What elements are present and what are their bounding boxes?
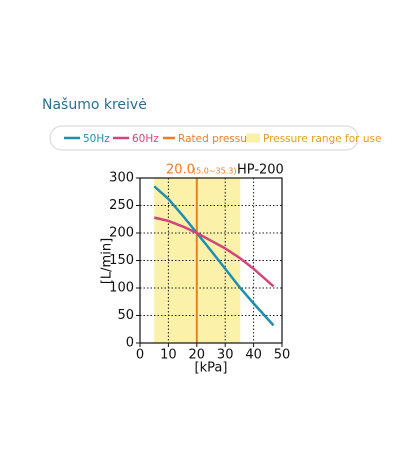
x-tick-label: 30 [217, 348, 234, 363]
x-tick-label: 40 [245, 348, 262, 363]
series-line [153, 216, 275, 288]
legend-swatch [64, 136, 80, 140]
y-tick-label: 300 [109, 171, 134, 186]
y-axis-label: [L/min] [100, 238, 115, 284]
x-axis-label: [kPa] [195, 361, 228, 376]
x-tick-label: 20 [189, 348, 206, 363]
y-tick-label: 250 [109, 198, 134, 213]
legend-swatch [246, 133, 260, 143]
legend-swatch [163, 136, 175, 140]
legend-label: 50Hz [83, 133, 110, 145]
pressure-range-label: (5.0~35.3) [193, 167, 236, 176]
y-tick-label: 50 [117, 308, 134, 323]
y-tick-label: 150 [109, 253, 134, 268]
x-tick-label: 10 [160, 348, 177, 363]
chart-title: Našumo kreivė [42, 97, 147, 113]
y-tick-label: 200 [109, 226, 134, 241]
legend-box [49, 125, 359, 151]
legend-label: Rated pressure [178, 133, 257, 145]
legend-swatch [113, 136, 129, 140]
x-tick-label: 0 [136, 348, 144, 363]
legend-label: 60Hz [132, 133, 159, 145]
rated-pressure-label: 20.0 [166, 163, 195, 178]
y-tick-label: 0 [126, 336, 134, 351]
x-tick-label: 50 [274, 348, 291, 363]
legend-label: Pressure range for use [263, 133, 381, 145]
y-tick-label: 100 [109, 281, 134, 296]
series-line [153, 185, 275, 327]
model-label: HP-200 [237, 163, 284, 178]
